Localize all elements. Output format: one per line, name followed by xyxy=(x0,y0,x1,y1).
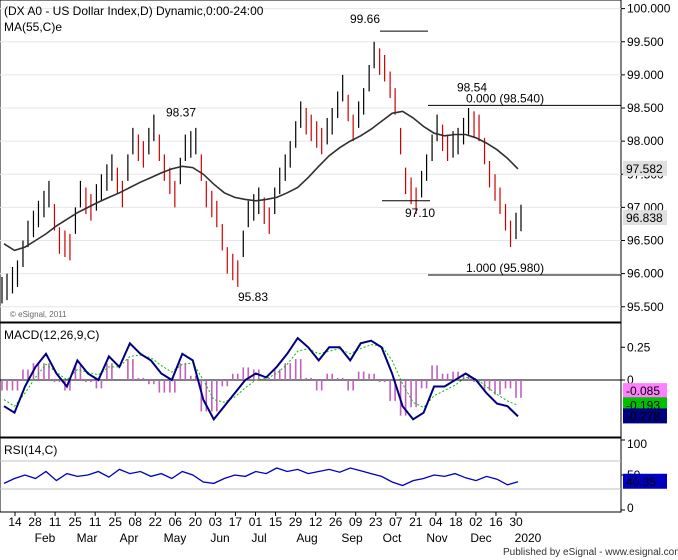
rsi-title: RSI(14,C) xyxy=(4,443,57,457)
x-day-label: 26 xyxy=(329,515,343,529)
ma-line xyxy=(3,110,519,252)
x-day-label: 28 xyxy=(28,515,42,529)
macd-hist-value: -0.085 xyxy=(626,384,660,398)
x-day-label: 16 xyxy=(489,515,503,529)
price-grid xyxy=(0,8,621,308)
x-month-label: Jul xyxy=(251,531,266,545)
low-label: 95.83 xyxy=(238,290,268,304)
x-day-label: 15 xyxy=(269,515,283,529)
x-day-label: 21 xyxy=(409,515,423,529)
x-day-label: 18 xyxy=(449,515,463,529)
x-month-label: Apr xyxy=(120,531,139,545)
x-month-label: 2020 xyxy=(515,531,542,545)
price-tick-label: 99.500 xyxy=(627,35,664,49)
x-month-label: Feb xyxy=(35,531,56,545)
macd-value: -0.278 xyxy=(626,409,660,423)
macd-line xyxy=(3,336,519,422)
x-day-label: 02 xyxy=(469,515,483,529)
ma-last-value-bg xyxy=(623,160,667,176)
x-day-label: 08 xyxy=(129,515,143,529)
x-day-label: 11 xyxy=(89,515,102,529)
price-tick-label: 98.500 xyxy=(627,101,664,115)
high-label: 99.66 xyxy=(350,12,380,26)
rsi-panel-frame xyxy=(0,437,622,513)
rsi-value: 40.35 xyxy=(626,475,656,489)
price-tick-label: 98.000 xyxy=(627,134,664,148)
price-panel-frame xyxy=(0,0,622,323)
x-day-label: 30 xyxy=(509,515,523,529)
price-tick-label: 96.000 xyxy=(627,267,664,281)
x-day-label: 23 xyxy=(369,515,383,529)
x-day-label: 09 xyxy=(349,515,363,529)
price-tick-label: 99.000 xyxy=(627,68,664,82)
price-last-value-bg xyxy=(623,210,667,226)
x-day-label: 25 xyxy=(68,515,82,529)
x-day-label: 22 xyxy=(149,515,163,529)
x-month-label: Aug xyxy=(296,531,317,545)
x-day-label: 07 xyxy=(389,515,403,529)
x-month-label: Dec xyxy=(470,531,491,545)
macd-tick-label: 0 xyxy=(627,373,634,387)
x-month-label: May xyxy=(164,531,187,545)
rsi-tick-label: 0 xyxy=(627,501,634,515)
ma-indicator-label: MA(55,C)e xyxy=(4,20,62,34)
x-month-label: Sep xyxy=(341,531,363,545)
rsi-levels xyxy=(0,460,621,490)
x-day-label: 12 xyxy=(309,515,323,529)
x-day-label: 11 xyxy=(49,515,62,529)
x-month-label: Mar xyxy=(77,531,98,545)
fib-0-label: 0.000 (98.540) xyxy=(466,91,544,105)
rsi-tick-label: 100 xyxy=(627,437,647,451)
macd-hist-value-bg xyxy=(623,383,667,399)
macd-title: MACD(12,26,9,C) xyxy=(4,328,99,342)
x-axis-ticks: 14 28 11 25 11 25 08 22 06 20 03 17 01 15 29 12 26 09 23 07… xyxy=(8,512,542,545)
x-day-label: 14 xyxy=(8,515,22,529)
macd-signal-line xyxy=(3,344,519,409)
fib-1-label: 1.000 (95.980) xyxy=(466,261,544,275)
rsi-value-bg xyxy=(623,473,667,489)
price-axis-ticks: 100.00099.50099.00098.50098.00097.50097.… xyxy=(621,2,671,314)
x-day-label: 29 xyxy=(289,515,303,529)
rsi-line xyxy=(3,467,519,487)
x-day-label: 03 xyxy=(209,515,223,529)
macd-value-bg xyxy=(623,408,667,424)
swing-low-label: 97.10 xyxy=(405,206,435,220)
x-day-label: 25 xyxy=(109,515,123,529)
price-annotations: 99.66 98.37 95.83 98.54 97.10 0.000 (98.540) 1… xyxy=(166,12,621,304)
rsi-axis-ticks: 10050040.35 xyxy=(621,437,667,515)
macd-tick-label: 0.25 xyxy=(627,340,651,354)
macd-axis-ticks: 0.250-0.085-0.193-0.278 xyxy=(621,340,667,424)
x-month-label: Oct xyxy=(383,531,402,545)
price-tick-label: 96.500 xyxy=(627,234,664,248)
x-day-label: 17 xyxy=(229,515,243,529)
watermark: © eSignal, 2011 xyxy=(10,310,67,319)
price-bars xyxy=(1,41,522,304)
price-tick-label: 95.500 xyxy=(627,300,664,314)
footer-text: Published by eSignal - www.esignal.com xyxy=(503,547,678,558)
price-tick-label: 100.000 xyxy=(627,2,671,16)
x-month-label: Jun xyxy=(210,531,229,545)
x-month-label: Nov xyxy=(426,531,447,545)
x-day-label: 06 xyxy=(169,515,183,529)
swing-high-label: 98.54 xyxy=(457,80,487,94)
ma-last-value: 97.582 xyxy=(626,162,663,176)
price-chart-title: (DX A0 - US Dollar Index,D) Dynamic,0:00… xyxy=(4,4,264,18)
price-last-value: 96.838 xyxy=(626,211,663,225)
x-day-label: 04 xyxy=(429,515,443,529)
peak-label: 98.37 xyxy=(166,106,196,120)
x-day-label: 20 xyxy=(189,515,203,529)
x-day-label: 01 xyxy=(249,515,263,529)
